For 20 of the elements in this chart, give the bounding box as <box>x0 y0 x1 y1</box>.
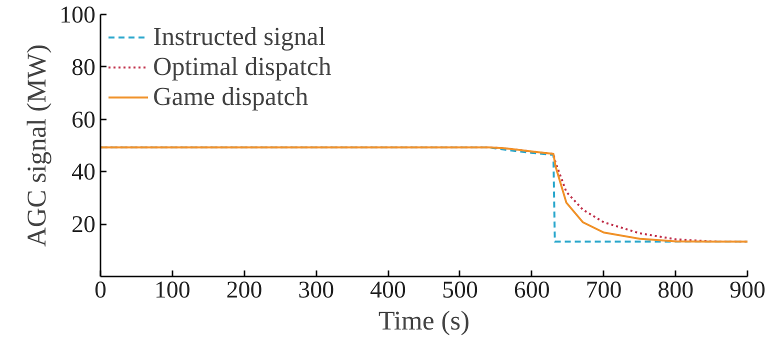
legend-label: Optimal dispatch <box>153 52 332 82</box>
x-tick-label: 900 <box>730 278 766 304</box>
x-tick-label: 800 <box>658 278 694 304</box>
y-tick-label: 100 <box>60 2 96 28</box>
x-tick-label: 300 <box>298 278 334 304</box>
y-axis-title: AGC signal (MW) <box>22 44 52 247</box>
legend-label: Game dispatch <box>153 82 308 112</box>
x-tick-label: 400 <box>370 278 406 304</box>
x-tick-label: 100 <box>154 278 190 304</box>
x-axis-title: Time (s) <box>378 306 470 336</box>
y-tick-label: 80 <box>72 54 96 81</box>
x-tick-label: 700 <box>586 278 622 304</box>
x-tick-label: 200 <box>226 278 262 304</box>
y-tick-label: 20 <box>72 212 96 238</box>
legend-label: Instructed signal <box>153 22 326 52</box>
x-tick-label: 600 <box>514 278 550 304</box>
y-tick-label: 60 <box>72 107 96 134</box>
x-tick-label: 0 <box>94 278 106 304</box>
x-tick-label: 500 <box>442 278 478 304</box>
y-tick-label: 40 <box>72 160 96 186</box>
